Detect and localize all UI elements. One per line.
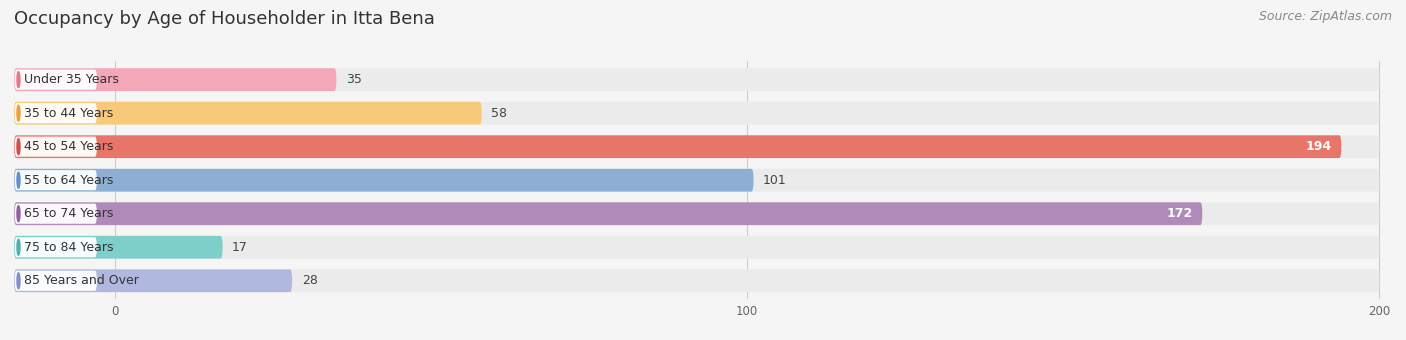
FancyBboxPatch shape	[14, 269, 292, 292]
Circle shape	[17, 239, 20, 255]
Text: 65 to 74 Years: 65 to 74 Years	[24, 207, 112, 220]
FancyBboxPatch shape	[14, 103, 97, 123]
Text: 45 to 54 Years: 45 to 54 Years	[24, 140, 112, 153]
FancyBboxPatch shape	[14, 269, 1379, 292]
FancyBboxPatch shape	[14, 102, 1379, 124]
FancyBboxPatch shape	[14, 204, 97, 224]
FancyBboxPatch shape	[14, 169, 754, 192]
Circle shape	[17, 105, 20, 121]
Text: Under 35 Years: Under 35 Years	[24, 73, 118, 86]
Text: 58: 58	[491, 107, 508, 120]
FancyBboxPatch shape	[14, 68, 336, 91]
Text: 35: 35	[346, 73, 361, 86]
Text: 75 to 84 Years: 75 to 84 Years	[24, 241, 112, 254]
FancyBboxPatch shape	[14, 68, 1379, 91]
Circle shape	[17, 206, 20, 222]
Text: 35 to 44 Years: 35 to 44 Years	[24, 107, 112, 120]
FancyBboxPatch shape	[14, 70, 97, 90]
Text: 172: 172	[1167, 207, 1192, 220]
Circle shape	[17, 139, 20, 155]
FancyBboxPatch shape	[14, 236, 222, 259]
FancyBboxPatch shape	[14, 137, 97, 157]
Text: 28: 28	[302, 274, 318, 287]
FancyBboxPatch shape	[14, 202, 1379, 225]
Text: Source: ZipAtlas.com: Source: ZipAtlas.com	[1258, 10, 1392, 23]
FancyBboxPatch shape	[14, 271, 97, 291]
Text: 194: 194	[1306, 140, 1331, 153]
Text: 55 to 64 Years: 55 to 64 Years	[24, 174, 112, 187]
Circle shape	[17, 172, 20, 188]
FancyBboxPatch shape	[14, 169, 1379, 192]
Circle shape	[17, 72, 20, 88]
FancyBboxPatch shape	[14, 135, 1341, 158]
Text: 17: 17	[232, 241, 247, 254]
FancyBboxPatch shape	[14, 237, 97, 257]
Circle shape	[17, 273, 20, 289]
Text: 101: 101	[763, 174, 787, 187]
FancyBboxPatch shape	[14, 135, 1379, 158]
FancyBboxPatch shape	[14, 170, 97, 190]
Text: Occupancy by Age of Householder in Itta Bena: Occupancy by Age of Householder in Itta …	[14, 10, 434, 28]
FancyBboxPatch shape	[14, 102, 482, 124]
Text: 85 Years and Over: 85 Years and Over	[24, 274, 138, 287]
FancyBboxPatch shape	[14, 236, 1379, 259]
FancyBboxPatch shape	[14, 202, 1202, 225]
